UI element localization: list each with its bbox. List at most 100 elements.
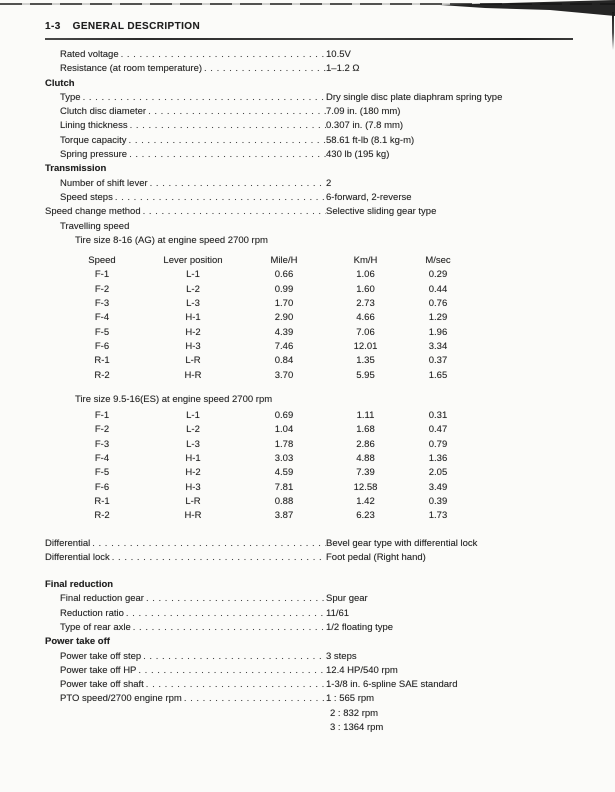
table-cell: 0.84 bbox=[274, 355, 294, 367]
table-cell: 2.05 bbox=[428, 467, 448, 479]
section-heading-power-take-off: Power take off bbox=[45, 635, 573, 649]
leader-dots bbox=[141, 650, 326, 664]
table-row: R-1 L-R 0.84 1.35 0.37 bbox=[58, 354, 573, 368]
spec-label: Clutch bbox=[45, 77, 75, 89]
spec-value: 11/61 bbox=[326, 607, 350, 619]
table-cell: 0.47 bbox=[428, 424, 448, 436]
spec-label: Transmission bbox=[45, 163, 107, 175]
table-cell: H-3 bbox=[185, 340, 201, 352]
leader-dots bbox=[127, 148, 326, 162]
table-row: F-4 H-1 3.03 4.88 1.36 bbox=[58, 452, 573, 466]
table-cell: L-1 bbox=[186, 410, 200, 422]
table-cell: F-2 bbox=[94, 283, 110, 295]
spec-row: Final reduction gear Spur gear bbox=[45, 592, 573, 606]
table-cell: 4.66 bbox=[356, 312, 375, 324]
spec-value: Selective sliding gear type bbox=[326, 206, 437, 218]
table-cell: 4.39 bbox=[274, 326, 294, 338]
leader-dots bbox=[128, 119, 326, 133]
title-rule bbox=[45, 38, 573, 40]
table-cell: F-2 bbox=[94, 424, 110, 436]
table-cell: 7.39 bbox=[356, 467, 375, 479]
table-cell: 1.11 bbox=[356, 410, 375, 422]
table-row: F-4 H-1 2.90 4.66 1.29 bbox=[58, 311, 573, 325]
spec-row: Type of rear axle 1/2 floating type bbox=[45, 621, 573, 635]
spec-value: 1-3/8 in. 6-spline SAE standard bbox=[326, 679, 458, 691]
table-cell: 1.36 bbox=[428, 453, 448, 465]
spec-label: Power take off shaft bbox=[60, 679, 144, 691]
table-caption: Tire size 8-16 (AG) at engine speed 2700… bbox=[75, 234, 268, 246]
table-header-row: Speed Lever position Mile/H Km/H M/sec bbox=[58, 254, 573, 268]
table-row: F-3 L-3 1.78 2.86 0.79 bbox=[58, 438, 573, 452]
speed-table-1: Tire size 8-16 (AG) at engine speed 2700… bbox=[58, 234, 573, 383]
spec-label: Lining thickness bbox=[60, 120, 128, 132]
section-heading-clutch: Clutch bbox=[45, 77, 573, 91]
table-cell: 0.44 bbox=[428, 283, 448, 295]
spec-label: Power take off HP bbox=[60, 664, 137, 676]
table-cell: 1.29 bbox=[428, 312, 448, 324]
column-header: Lever position bbox=[163, 255, 223, 267]
leader-dots bbox=[110, 551, 326, 565]
spec-value: 1 : 565 rpm bbox=[326, 693, 375, 705]
table-cell: 1.73 bbox=[428, 510, 448, 522]
spec-row: PTO speed/2700 engine rpm 1 : 565 rpm bbox=[45, 692, 573, 706]
leader-dots bbox=[127, 134, 326, 148]
spec-value: 430 lb (195 kg) bbox=[326, 149, 390, 161]
table-row: R-2 H-R 3.70 5.95 1.65 bbox=[58, 369, 573, 383]
spec-value: 3 steps bbox=[326, 650, 357, 662]
section-title: GENERAL DESCRIPTION bbox=[72, 21, 201, 32]
spec-label: Torque capacity bbox=[60, 134, 127, 146]
pto-speed-continuation: 3 : 1364 rpm bbox=[45, 721, 573, 735]
table-cell: F-6 bbox=[94, 340, 110, 352]
column-header: Mile/H bbox=[270, 255, 298, 267]
table-cell: 7.46 bbox=[274, 340, 294, 352]
page-content: 1-3 GENERAL DESCRIPTION Rated voltage 10.… bbox=[45, 21, 573, 735]
table-row: F-5 H-2 4.59 7.39 2.05 bbox=[58, 466, 573, 480]
spec-label: Differential bbox=[45, 537, 91, 549]
spec-list-power-take-off: Power take off Power take off step 3 step… bbox=[45, 635, 573, 735]
spec-row: Spring pressure 430 lb (195 kg) bbox=[45, 148, 573, 162]
spec-row: Torque capacity 58.61 ft-lb (8.1 kg-m) bbox=[45, 134, 573, 148]
table-cell: R-1 bbox=[94, 495, 110, 507]
spec-list-differential: Differential Bevel gear type with differe… bbox=[45, 537, 573, 566]
table-cell: 0.99 bbox=[274, 283, 294, 295]
spec-value: Spur gear bbox=[326, 593, 368, 605]
spec-label: Type of rear axle bbox=[60, 621, 131, 633]
section-heading-final-reduction: Final reduction bbox=[45, 578, 573, 592]
table-cell: 1.78 bbox=[274, 438, 294, 450]
table-cell: L-2 bbox=[186, 283, 200, 295]
leader-dots bbox=[81, 91, 326, 105]
table-row: F-6 H-3 7.46 12.01 3.34 bbox=[58, 340, 573, 354]
table-cell: L-1 bbox=[186, 269, 200, 281]
section-number: 1-3 bbox=[45, 21, 61, 32]
table-cell: F-5 bbox=[94, 326, 110, 338]
spec-label: Travelling speed bbox=[60, 220, 130, 232]
spec-row: Lining thickness 0.307 in. (7.8 mm) bbox=[45, 119, 573, 133]
spec-value: 58.61 ft-lb (8.1 kg-m) bbox=[326, 134, 415, 146]
table-cell: F-6 bbox=[94, 481, 110, 493]
leader-dots bbox=[90, 537, 326, 551]
table-cell: 1.35 bbox=[356, 355, 375, 367]
spec-row: Differential lock Foot pedal (Right hand) bbox=[45, 551, 573, 565]
leader-dots bbox=[148, 177, 326, 191]
leader-dots bbox=[124, 607, 326, 621]
section-heading-transmission: Transmission bbox=[45, 162, 573, 176]
spec-value: 6-forward, 2-reverse bbox=[326, 191, 412, 203]
table-row: R-2 H-R 3.87 6.23 1.73 bbox=[58, 509, 573, 523]
table-cell: 0.88 bbox=[274, 495, 294, 507]
spec-list-top: Rated voltage 10.5V Resistance (at room t… bbox=[45, 48, 573, 234]
column-header: Speed bbox=[88, 255, 116, 267]
scan-artifact-edge-line bbox=[612, 12, 614, 50]
table-cell: 0.31 bbox=[428, 410, 448, 422]
table-cell: 1.96 bbox=[428, 326, 448, 338]
table-cell: F-4 bbox=[94, 453, 110, 465]
spec-row: Speed change method Selective sliding gea… bbox=[45, 205, 573, 219]
table-cell: H-R bbox=[184, 510, 202, 522]
spec-row: Travelling speed bbox=[45, 220, 573, 234]
spec-row: Clutch disc diameter 7.09 in. (180 mm) bbox=[45, 105, 573, 119]
table-cell: R-2 bbox=[94, 369, 110, 381]
page-title: 1-3 GENERAL DESCRIPTION bbox=[45, 21, 573, 32]
table-cell: 2.86 bbox=[356, 438, 375, 450]
table-cell: 7.06 bbox=[356, 326, 375, 338]
spec-label: Resistance (at room temperature) bbox=[60, 63, 203, 75]
